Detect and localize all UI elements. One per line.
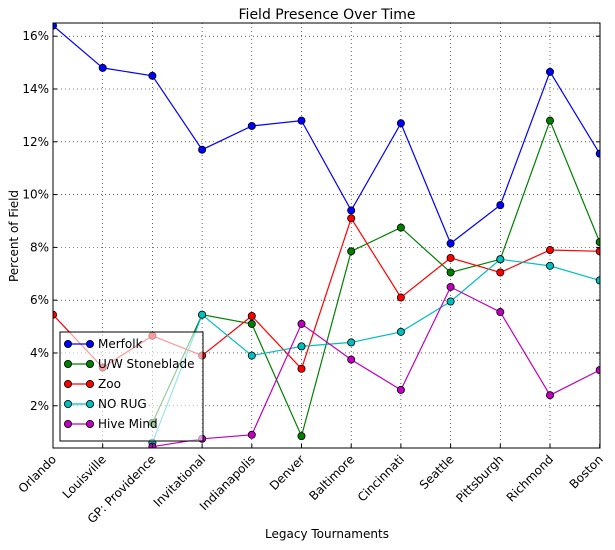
data-point xyxy=(546,391,555,400)
data-point xyxy=(247,121,256,130)
legend-marker xyxy=(86,359,95,368)
legend-label: Hive Mind xyxy=(98,417,158,431)
data-point xyxy=(396,119,405,128)
data-point xyxy=(198,145,207,154)
legend-box xyxy=(59,331,204,442)
series-line xyxy=(151,119,600,438)
data-point xyxy=(347,214,356,223)
x-tick-label: Seattle xyxy=(417,452,457,492)
legend-marker xyxy=(64,379,73,388)
legend-marker xyxy=(64,419,73,428)
data-point xyxy=(297,319,306,328)
data-point xyxy=(347,247,356,256)
x-tick-label: Baltimore xyxy=(306,452,357,503)
data-point xyxy=(247,351,256,360)
legend-marker xyxy=(64,339,73,348)
y-tick-label: 10% xyxy=(22,188,49,202)
x-tick-label: Louisville xyxy=(60,452,109,501)
y-tick-label: 6% xyxy=(30,293,49,307)
data-point xyxy=(98,63,107,72)
legend: Merfolk U/W Stoneblade Zoo NO RUG Hive Mind xyxy=(59,331,204,442)
x-tick-label: Pittsburgh xyxy=(453,452,506,505)
data-point xyxy=(446,297,455,306)
x-tick-label: Orlando xyxy=(16,452,60,496)
x-axis-label: Legacy Tournaments xyxy=(265,527,389,541)
data-point xyxy=(396,223,405,232)
y-tick-label: 16% xyxy=(22,29,49,43)
legend-marker xyxy=(86,419,95,428)
x-tick-label: Cincinnati xyxy=(355,452,407,504)
legend-marker xyxy=(64,399,73,408)
data-point xyxy=(496,308,505,317)
data-point xyxy=(446,268,455,277)
data-point xyxy=(247,319,256,328)
legend-label: Merfolk xyxy=(98,337,143,351)
x-tick-label: Richmond xyxy=(504,452,556,504)
data-point xyxy=(297,364,306,373)
y-tick-label: 14% xyxy=(22,82,49,96)
y-tick-label: 2% xyxy=(30,399,49,413)
data-point xyxy=(546,67,555,76)
series-line xyxy=(152,286,600,448)
legend-marker xyxy=(86,379,95,388)
data-point xyxy=(297,432,306,441)
data-point xyxy=(148,71,157,80)
data-point xyxy=(247,312,256,321)
data-point xyxy=(247,430,256,439)
data-point xyxy=(496,268,505,277)
series-line xyxy=(151,258,600,443)
data-point xyxy=(446,239,455,248)
data-point xyxy=(546,261,555,270)
legend-label: U/W Stoneblade xyxy=(98,357,194,371)
legend-marker xyxy=(86,399,95,408)
data-point xyxy=(446,282,455,291)
data-point xyxy=(297,116,306,125)
x-tick-label: Denver xyxy=(267,452,308,493)
y-tick-label: 12% xyxy=(22,135,49,149)
x-tick-label: Boston xyxy=(567,452,606,491)
data-point xyxy=(496,255,505,264)
y-tick-label: 4% xyxy=(30,346,49,360)
data-point xyxy=(347,338,356,347)
chart-title: Field Presence Over Time xyxy=(239,7,416,23)
y-axis-ticks: 2% 4% 6% 8% 10% 12% 14% 16% xyxy=(22,29,600,413)
series-line xyxy=(53,25,600,245)
data-point xyxy=(396,293,405,302)
data-point xyxy=(347,355,356,364)
plot-frame xyxy=(52,22,601,449)
data-point xyxy=(396,327,405,336)
data-point xyxy=(347,206,356,215)
legend-label: Zoo xyxy=(98,377,121,391)
data-point xyxy=(446,253,455,262)
data-point xyxy=(396,385,405,394)
legend-marker xyxy=(64,359,73,368)
data-point xyxy=(297,342,306,351)
y-axis-label: Percent of Field xyxy=(7,190,21,282)
data-point xyxy=(546,116,555,125)
legend-label: NO RUG xyxy=(98,397,147,411)
data-point xyxy=(546,246,555,255)
data-point xyxy=(496,201,505,210)
legend-marker xyxy=(86,339,95,348)
data-point xyxy=(198,310,207,319)
y-tick-label: 8% xyxy=(30,240,49,254)
